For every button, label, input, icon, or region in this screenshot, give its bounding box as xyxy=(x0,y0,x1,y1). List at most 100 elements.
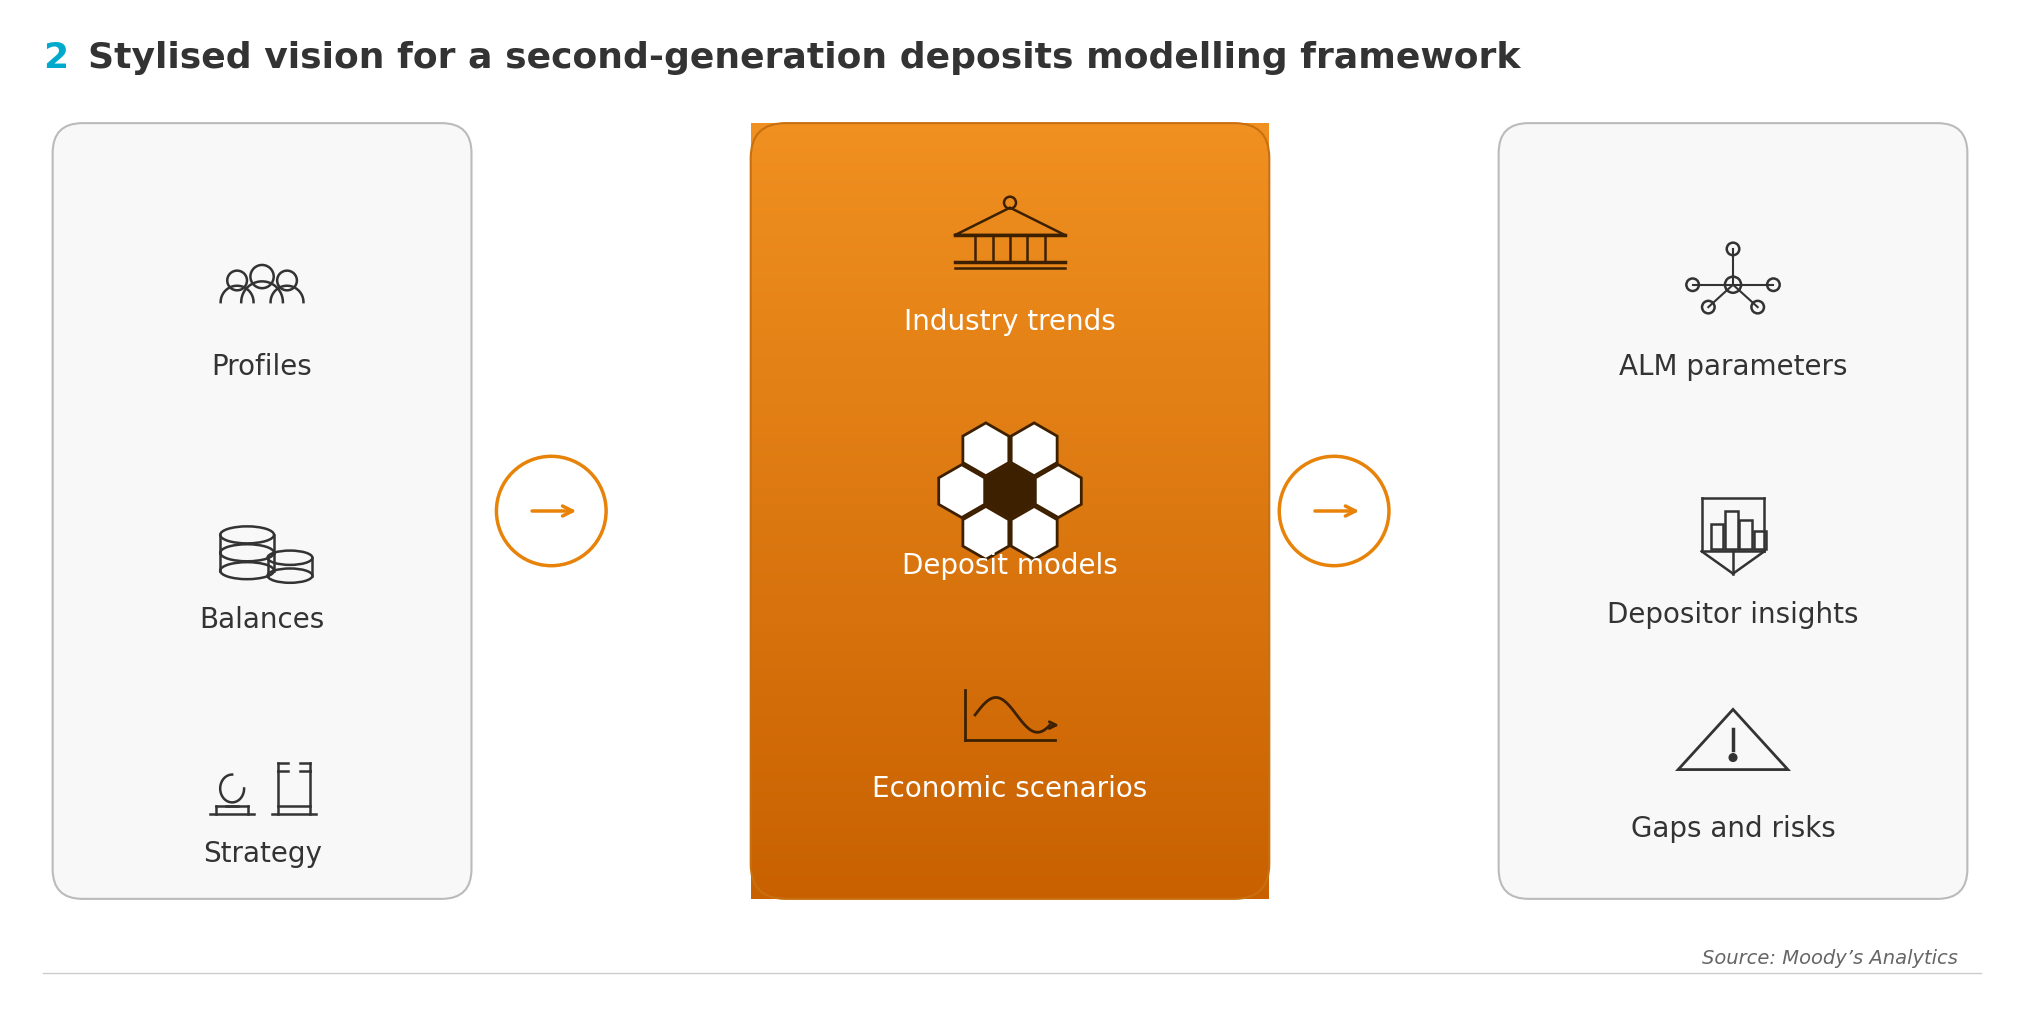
Bar xyxy=(751,418,1268,421)
Bar xyxy=(751,554,1268,557)
Bar xyxy=(751,568,1268,571)
Bar xyxy=(751,495,1268,498)
Bar xyxy=(751,136,1268,139)
Bar xyxy=(751,774,1268,777)
Bar xyxy=(751,436,1268,439)
Bar xyxy=(751,583,1268,586)
Bar xyxy=(751,720,1268,723)
Bar xyxy=(751,138,1268,141)
Bar xyxy=(751,557,1268,561)
Bar xyxy=(751,363,1268,367)
Bar xyxy=(751,448,1268,451)
Bar xyxy=(751,733,1268,736)
Bar xyxy=(751,546,1268,549)
Bar xyxy=(751,153,1268,157)
Bar xyxy=(751,601,1268,604)
Bar xyxy=(751,502,1268,505)
Bar xyxy=(751,661,1268,664)
Bar xyxy=(751,187,1268,190)
Bar xyxy=(751,811,1268,814)
Polygon shape xyxy=(987,465,1032,518)
Circle shape xyxy=(1279,456,1388,566)
Bar xyxy=(751,487,1268,490)
Bar xyxy=(751,769,1268,772)
Bar xyxy=(751,374,1268,377)
Bar xyxy=(751,885,1268,888)
Bar xyxy=(751,268,1268,271)
Bar xyxy=(751,578,1268,581)
Bar xyxy=(751,360,1268,363)
Bar xyxy=(751,325,1268,328)
Bar xyxy=(751,818,1268,821)
Bar xyxy=(751,787,1268,790)
Bar xyxy=(751,270,1268,273)
Bar xyxy=(751,725,1268,728)
Bar xyxy=(751,699,1268,702)
Bar xyxy=(751,650,1268,653)
Bar xyxy=(751,813,1268,816)
Bar xyxy=(751,686,1268,689)
Bar xyxy=(751,873,1268,876)
Bar xyxy=(751,563,1268,566)
Polygon shape xyxy=(963,506,1007,560)
Bar xyxy=(751,816,1268,819)
Bar xyxy=(751,291,1268,294)
Bar xyxy=(751,210,1268,213)
Bar xyxy=(751,337,1268,340)
Text: Gaps and risks: Gaps and risks xyxy=(1631,815,1835,843)
Bar xyxy=(751,242,1268,245)
Bar xyxy=(751,795,1268,798)
Bar xyxy=(751,180,1268,183)
Text: Profiles: Profiles xyxy=(212,353,312,381)
Bar xyxy=(751,428,1268,431)
Bar xyxy=(751,541,1268,544)
Bar xyxy=(751,764,1268,767)
Bar xyxy=(751,276,1268,279)
Bar xyxy=(751,875,1268,878)
Bar xyxy=(751,161,1268,164)
Bar xyxy=(751,441,1268,444)
Bar xyxy=(751,663,1268,666)
Bar xyxy=(751,883,1268,886)
Bar xyxy=(751,637,1268,640)
Bar xyxy=(751,281,1268,284)
Bar xyxy=(751,759,1268,762)
Bar xyxy=(751,425,1268,428)
Bar xyxy=(751,888,1268,891)
Bar xyxy=(751,519,1268,522)
Bar xyxy=(751,472,1268,475)
Bar xyxy=(751,808,1268,811)
Bar xyxy=(751,862,1268,865)
Bar xyxy=(751,303,1268,306)
Bar xyxy=(751,797,1268,800)
Bar xyxy=(751,500,1268,503)
Bar xyxy=(751,340,1268,343)
Bar xyxy=(751,806,1268,809)
Bar xyxy=(751,635,1268,638)
Bar xyxy=(751,609,1268,612)
Bar xyxy=(751,446,1268,449)
Bar xyxy=(751,676,1268,679)
Bar xyxy=(751,526,1268,529)
Bar xyxy=(751,524,1268,527)
Bar xyxy=(751,821,1268,824)
Bar xyxy=(751,743,1268,746)
Bar xyxy=(751,175,1268,178)
Bar xyxy=(751,762,1268,765)
Bar xyxy=(751,159,1268,162)
Bar xyxy=(751,691,1268,694)
Bar xyxy=(751,779,1268,782)
Bar xyxy=(751,565,1268,568)
Bar xyxy=(751,803,1268,806)
Bar xyxy=(751,598,1268,601)
Polygon shape xyxy=(1012,506,1056,560)
Bar xyxy=(751,464,1268,467)
Bar xyxy=(751,868,1268,871)
Bar xyxy=(751,451,1268,454)
FancyBboxPatch shape xyxy=(53,124,471,898)
Bar xyxy=(751,539,1268,542)
Bar xyxy=(751,893,1268,896)
Bar xyxy=(751,420,1268,423)
Bar xyxy=(751,606,1268,610)
Bar xyxy=(751,492,1268,495)
